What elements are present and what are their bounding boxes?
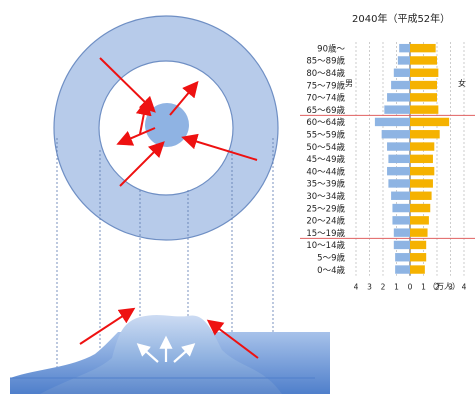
bar-male [397,56,410,65]
bar-male [387,166,410,176]
mound [40,314,282,394]
bar-female [410,166,435,176]
x-tick-label: 3 [448,283,453,292]
bar-female [410,253,427,262]
bar-female [410,68,439,77]
bar-male [387,93,410,102]
bar-male [395,265,410,274]
bar-female [410,117,450,127]
age-label: 55～59歳 [306,129,345,140]
age-label: 40～44歳 [306,166,345,177]
bar-female [410,105,439,114]
bar-female [410,56,437,65]
bar-female [410,265,425,274]
bar-female [410,43,436,53]
bar-male [393,228,410,237]
x-tick-label: 2 [381,283,386,292]
female-label: 女 [458,78,466,88]
bar-male [391,191,410,200]
bar-female [410,228,428,237]
age-label: 35～39歳 [306,179,345,190]
x-tick-label: 3 [367,283,372,292]
inflow-arrows-mound [79,307,259,359]
bar-male [392,203,410,213]
age-label: 65～69歳 [306,105,345,116]
unit-label: （万人） [428,282,460,291]
projection-lines [56,138,274,370]
bar-male [391,80,410,90]
age-label: 80～84歳 [306,68,345,79]
bar-male [399,43,410,53]
age-label: 5～9歳 [317,252,345,263]
bar-female [410,80,437,90]
age-label: 0～4歳 [317,265,345,276]
x-tick-label: 1 [421,283,426,292]
age-label: 85～89歳 [306,56,345,67]
age-label: 10～14歳 [306,240,345,251]
bar-male [393,240,410,250]
bar-female [410,154,433,164]
x-tick-label: 1 [394,283,399,292]
bar-female [410,179,433,188]
bar-female [410,203,431,213]
age-label: 60～64歳 [306,117,345,128]
x-tick-label: 0 [408,283,413,292]
age-label: 50～54歳 [306,142,345,153]
bar-female [410,93,437,102]
age-label: 20～24歳 [306,216,345,227]
bar-male [374,117,410,127]
bar-male [393,68,410,77]
bar-male [388,154,410,164]
age-label: 75～79歳 [306,80,345,91]
inflow-arrows-ring [99,57,258,187]
bar-male [388,179,410,188]
x-tick-label: 4 [354,283,359,292]
pyramid-highlight-lines [300,114,475,239]
age-label: 25～29歳 [306,203,345,214]
age-label: 15～19歳 [306,228,345,239]
bar-male [392,216,410,225]
bar-male [395,253,410,262]
bar-male [387,142,410,151]
bar-female [410,240,427,250]
x-tick-label: 4 [462,283,467,292]
pyramid-bars [374,43,450,274]
bar-female [410,130,440,139]
outflow-arrows [136,335,196,363]
bar-male [381,130,410,139]
age-label: 90歳～ [317,43,345,54]
doughnut-diagram [10,15,330,394]
bar-female [410,191,432,200]
bar-female [410,216,429,225]
male-label: 男 [345,79,353,88]
core-circle [145,103,189,147]
age-label: 30～34歳 [306,191,345,202]
age-label: 70～74歳 [306,93,345,104]
bar-female [410,142,435,151]
x-tick-label: 2 [435,283,440,292]
chart-title: 2040年（平成52年） [352,12,450,25]
age-label: 45～49歳 [306,154,345,165]
bar-male [384,105,410,114]
